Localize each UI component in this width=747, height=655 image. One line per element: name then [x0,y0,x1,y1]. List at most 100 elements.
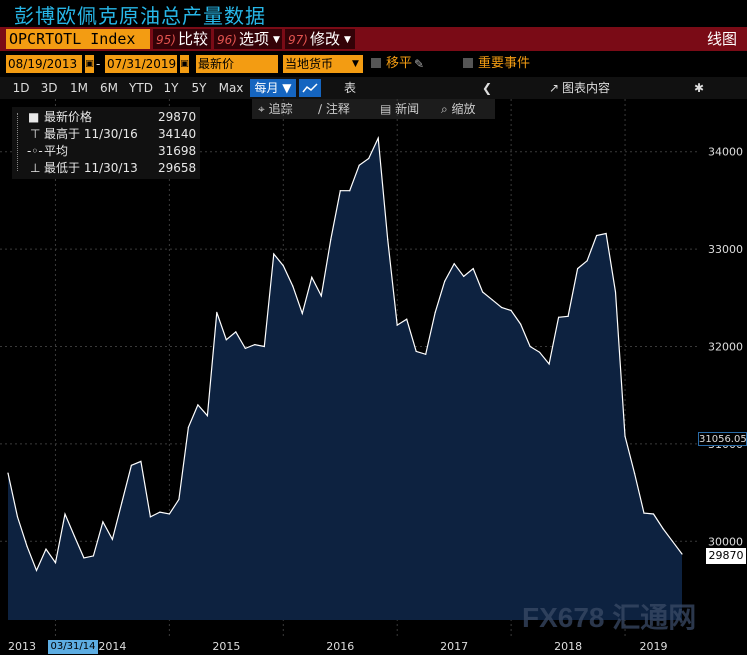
data-point [197,404,199,406]
data-point [73,535,76,537]
calendar-icon[interactable]: ▣ [85,55,94,73]
data-point [567,315,569,317]
data-point [643,512,645,514]
data-point [111,538,113,540]
options-menu[interactable]: 96) 选项 ▼ [214,29,282,49]
data-point [463,275,465,277]
data-point [434,311,436,313]
data-point [491,299,493,301]
series-line [7,135,683,573]
zoom-button[interactable]: ⌕ 缩放 [441,100,476,118]
chevron-down-icon: ▼ [352,59,359,69]
data-point [681,553,683,555]
range-6m-button[interactable]: 6M [100,81,118,95]
start-date-field[interactable]: 08/19/2013 [6,55,82,73]
data-point [16,516,19,518]
x-tick-label: 2015 [212,640,240,653]
currency-select[interactable]: 当地货币 [283,55,363,73]
x-tick-label: 2016 [326,640,354,653]
crosshair-value-tag: 31056.05 [698,432,747,446]
end-date-field[interactable]: 07/31/2019 [105,55,177,73]
average-marker-icon: -◦- [27,144,43,158]
x-tick-label: 2013 [8,640,36,653]
range-max-button[interactable]: Max [218,81,244,95]
data-point [349,190,351,192]
legend-value: 29870 [158,110,197,124]
legend-label: 最低于 11/30/13 [44,161,138,175]
range-3d-button[interactable]: 3D [40,81,58,95]
pencil-icon[interactable]: ✎ [414,57,425,71]
range-1y-button[interactable]: 1Y [163,81,179,95]
events-label: 重要事件 [478,56,531,71]
last-price-tag: 29870 [706,548,746,564]
data-point [168,513,170,515]
frequency-select[interactable]: 每月 ▼ [250,79,296,97]
y-tick-label: 30000 [708,535,743,548]
move-checkbox[interactable] [371,58,381,68]
news-label: 新闻 [395,102,420,116]
crosshair-icon: ⌖ [258,102,269,116]
track-label: 追踪 [268,102,293,116]
data-point [130,464,132,466]
range-1d-button[interactable]: 1D [12,81,30,95]
data-point [633,472,636,474]
watermark-logo: FX678 汇通网 [522,602,697,633]
chart-plot[interactable]: 3000031000320003300034000 20132014201520… [0,99,747,655]
legend-value: 29658 [158,161,197,175]
range-ytd-button[interactable]: YTD [129,81,153,95]
x-tick-label: 2019 [640,640,668,653]
data-point [159,511,161,513]
chart-content-button[interactable]: 图表内容 [562,81,611,95]
collapse-icon[interactable]: ❮ [481,81,493,95]
gear-icon[interactable]: ✱ [693,81,705,95]
legend-value: 34140 [158,127,197,141]
ticker-input[interactable]: OPCRTOTL Index [6,29,150,49]
y-tick-label: 33000 [708,243,743,256]
data-point [358,164,360,166]
data-point [282,265,284,267]
range-5y-button[interactable]: 5Y [191,81,207,95]
data-point [26,545,28,547]
line-chart-icon[interactable] [299,79,321,97]
data-point [102,521,104,523]
news-button[interactable]: ▤ 新闻 [380,100,419,118]
legend-connector [17,113,19,171]
x-tick-label: 2014 [98,640,126,653]
zoom-icon: ⌕ [441,102,452,116]
data-point [671,540,674,542]
modify-menu[interactable]: 97) 修改 ▼ [285,29,355,49]
data-point [263,345,265,348]
range-bar [0,77,747,99]
frequency-label: 每月 [254,81,279,95]
data-point [406,318,408,320]
events-checkbox[interactable] [463,58,473,68]
news-icon: ▤ [380,102,396,116]
data-point [472,268,474,270]
chevron-down-icon: ▼ [272,35,280,45]
date-separator: - [96,57,101,71]
data-point [558,316,560,318]
track-button[interactable]: ⌖ 追踪 [258,100,293,118]
data-point [339,190,341,192]
data-point [501,306,503,309]
legend-label: 最新价格 [44,110,93,124]
data-point [273,253,275,255]
page-title: 彭博欧佩克原油总产量数据 [14,4,266,28]
data-point [415,350,417,352]
data-point [586,260,588,262]
high-marker-icon: ⊤ [30,127,41,141]
move-label: 移平 [386,56,413,71]
table-button[interactable]: 表 [343,81,356,95]
range-1m-button[interactable]: 1M [70,81,88,95]
data-point [7,472,9,474]
data-point [225,339,227,341]
annotate-button[interactable]: ∕ 注释 [318,100,350,118]
line-chart-glyph [302,83,318,93]
data-point [187,426,189,428]
data-point [330,238,332,240]
calendar-icon[interactable]: ▣ [180,55,189,73]
data-point [444,280,446,282]
price-field-select[interactable]: 最新价 [196,55,278,73]
y-tick-label: 32000 [708,341,743,354]
compare-menu[interactable]: 95) 比较 [153,29,211,49]
